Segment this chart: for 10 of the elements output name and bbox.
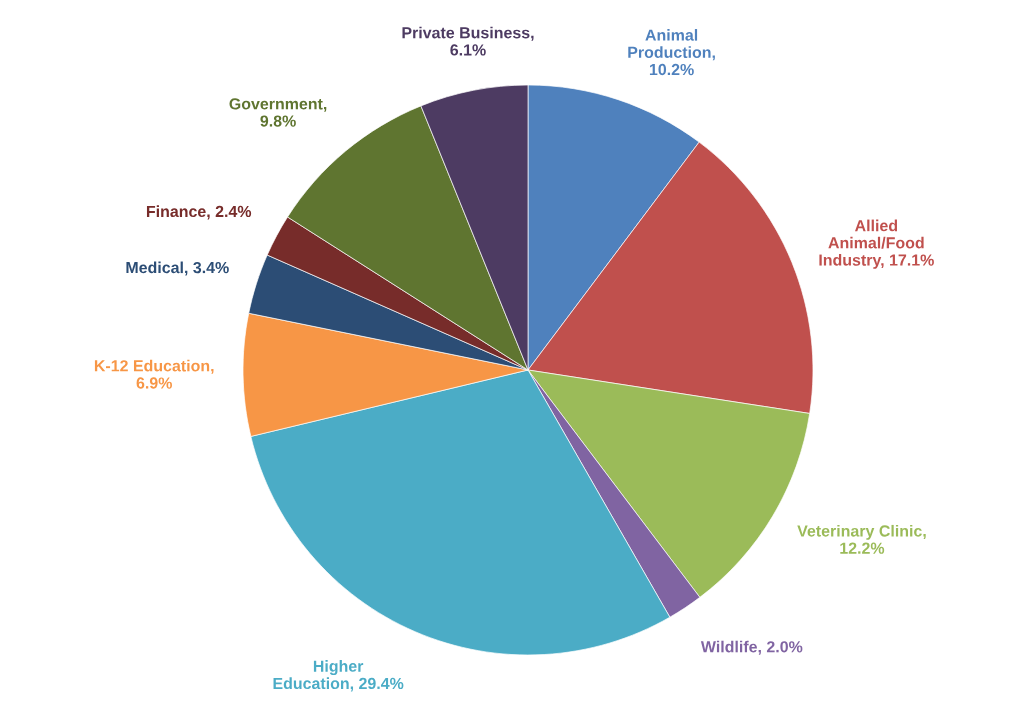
slice-label: Finance, 2.4% — [146, 205, 252, 220]
slice-label: K-12 Education, 6.9% — [94, 359, 214, 389]
slice-label: Allied Animal/Food Industry, 17.1% — [819, 219, 934, 269]
slice-label: Private Business, 6.1% — [402, 26, 534, 56]
slice-label: Medical, 3.4% — [126, 261, 229, 276]
slice-label: Government, 9.8% — [229, 98, 327, 127]
slice-label: Animal Production, 10.2% — [628, 29, 715, 76]
slice-label: Wildlife, 2.0% — [700, 640, 803, 655]
slice-label: Higher Education, 29.4% — [273, 660, 404, 692]
slice-label: Veterinary Clinic, 12.2% — [797, 524, 926, 554]
